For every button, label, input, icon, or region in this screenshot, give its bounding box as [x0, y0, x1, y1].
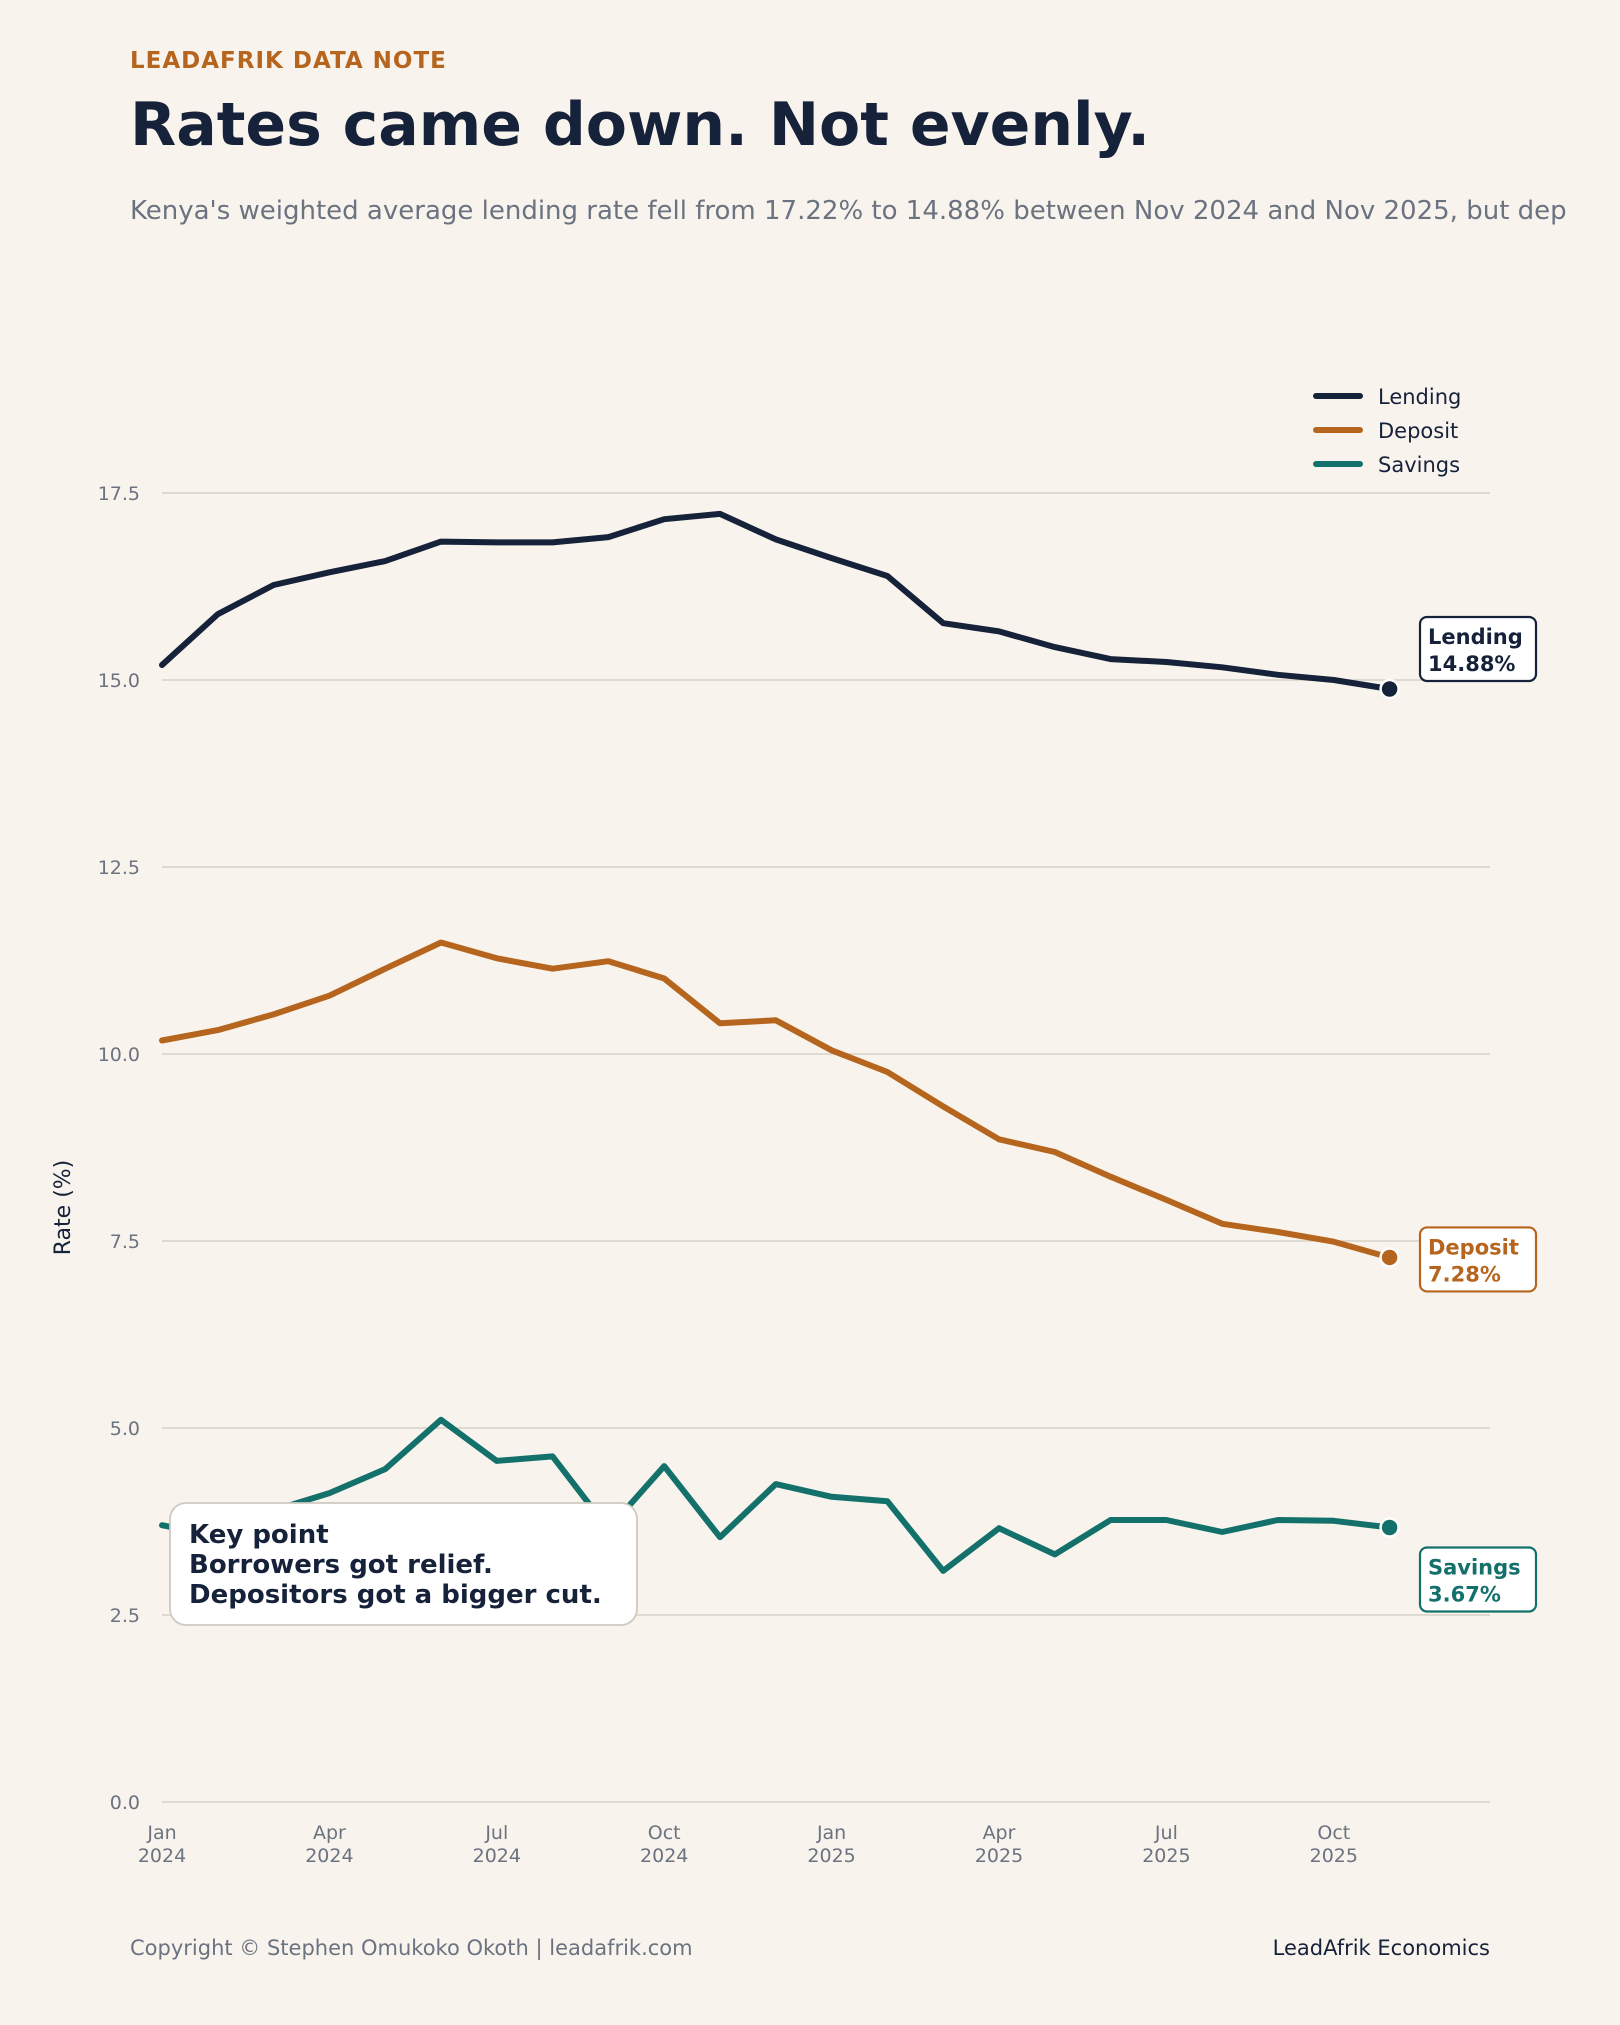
end-point-lending	[1379, 678, 1400, 700]
end-label-box-lending	[1418, 615, 1538, 683]
x-tick-label: Jul	[484, 1822, 508, 1844]
kicker: LEADAFRIK DATA NOTE	[130, 48, 447, 74]
page-title: Rates came down. Not evenly.	[130, 90, 1150, 160]
y-tick-label: 7.5	[110, 1231, 140, 1253]
x-tick-label: Oct	[648, 1822, 681, 1844]
x-tick-year: 2025	[1142, 1845, 1190, 1867]
annotation-line: Borrowers got relief.	[189, 1550, 493, 1580]
y-tick-label: 17.5	[98, 483, 140, 505]
y-tick-label: 10.0	[98, 1044, 140, 1066]
x-tick-year: 2024	[138, 1845, 186, 1867]
series-line-lending	[159, 510, 1393, 692]
y-tick-label: 2.5	[110, 1605, 140, 1627]
annotation-line: Depositors got a bigger cut.	[189, 1580, 602, 1610]
x-tick-label: Apr	[313, 1822, 346, 1844]
end-label-value: 7.28%	[1428, 1262, 1501, 1286]
x-tick-year: 2025	[975, 1845, 1023, 1867]
y-tick-label: 0.0	[110, 1792, 140, 1814]
subtitle: Kenya's weighted average lending rate fe…	[130, 196, 1567, 226]
series-line-savings	[159, 1416, 1393, 1574]
end-label-value: 3.67%	[1428, 1582, 1501, 1606]
end-label-box-savings	[1418, 1546, 1538, 1613]
footer-brand: LeadAfrik Economics	[1272, 1936, 1490, 1960]
annotation-box	[169, 1502, 638, 1626]
footer-copyright: Copyright © Stephen Omukoko Okoth | lead…	[130, 1936, 693, 1960]
x-tick-label: Oct	[1317, 1822, 1350, 1844]
x-tick-label: Apr	[983, 1822, 1016, 1844]
x-tick-year: 2025	[1310, 1845, 1358, 1867]
x-tick-year: 2024	[305, 1845, 353, 1867]
x-tick-label: Jan	[816, 1822, 846, 1844]
x-tick-year: 2024	[473, 1845, 521, 1867]
legend-label: Savings	[1378, 453, 1460, 477]
x-tick-year: 2024	[640, 1845, 688, 1867]
end-label-box-deposit	[1418, 1226, 1538, 1293]
end-label-name: Deposit	[1428, 1235, 1519, 1259]
end-label-value: 14.88%	[1428, 652, 1515, 676]
annotation-heading: Key point	[189, 1520, 329, 1550]
y-tick-label: 5.0	[110, 1418, 140, 1440]
y-axis-label: Rate (%)	[51, 1160, 76, 1256]
y-tick-label: 12.5	[98, 857, 140, 879]
legend-label: Deposit	[1378, 419, 1458, 443]
x-tick-label: Jan	[146, 1822, 176, 1844]
y-tick-label: 15.0	[98, 670, 140, 692]
end-point-deposit	[1379, 1247, 1400, 1268]
x-tick-year: 2025	[807, 1845, 855, 1867]
x-tick-label: Jul	[1154, 1822, 1178, 1844]
end-label-name: Savings	[1428, 1555, 1521, 1579]
series-line-deposit	[159, 939, 1393, 1261]
end-point-savings	[1379, 1517, 1400, 1538]
end-label-name: Lending	[1428, 625, 1523, 649]
legend-label: Lending	[1378, 385, 1461, 409]
